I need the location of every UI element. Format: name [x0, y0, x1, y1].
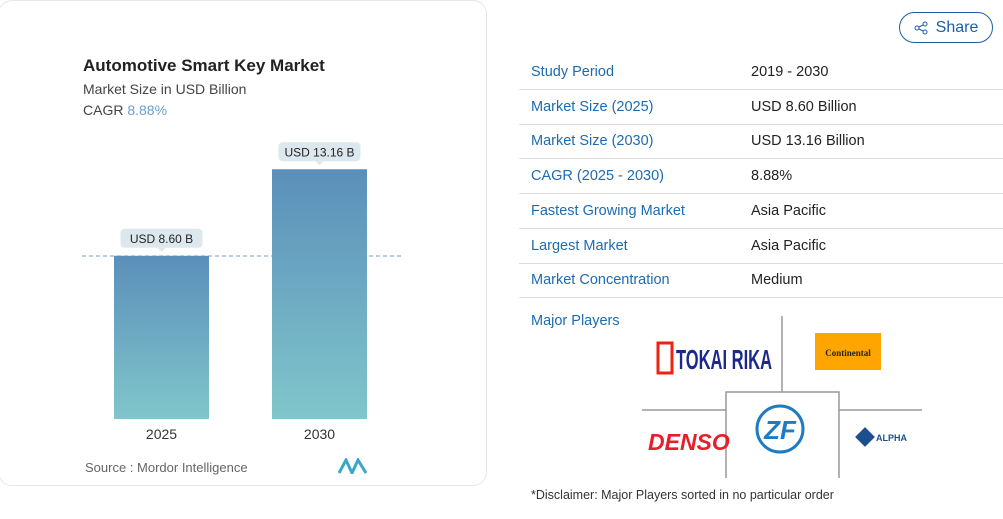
- bar-2030: [272, 169, 367, 419]
- table-row: Largest Market Asia Pacific: [519, 229, 1003, 264]
- cagr-value: 8.88%: [127, 102, 168, 118]
- alpha-logo: ALPHA: [855, 427, 907, 447]
- row-value: USD 8.60 Billion: [751, 98, 857, 115]
- svg-text:Continental: Continental: [825, 348, 871, 358]
- row-value: Asia Pacific: [751, 202, 826, 219]
- chart-cagr: CAGR 8.88%: [83, 102, 167, 118]
- row-value: 8.88%: [751, 168, 793, 185]
- share-label: Share: [935, 18, 979, 36]
- svg-text:ALPHA: ALPHA: [876, 433, 907, 443]
- row-key: Study Period: [531, 64, 615, 80]
- svg-text:TOKAI RIKA: TOKAI RIKA: [676, 344, 772, 375]
- bar-chart: USD 8.60 B 2025 USD 13.16 B 2030: [82, 142, 402, 442]
- chart-subtitle: Market Size in USD Billion: [83, 81, 247, 97]
- denso-logo: DENSO: [648, 429, 730, 455]
- table-row: Study Period 2019 - 2030: [519, 55, 1003, 90]
- data-label-pointer: [157, 247, 166, 252]
- tokai-rika-logo: TOKAI RIKA: [656, 341, 772, 375]
- row-key: Largest Market: [531, 237, 628, 254]
- major-players-label: Major Players: [531, 313, 620, 329]
- table-row: CAGR (2025 - 2030) 8.88%: [519, 159, 1003, 195]
- chart-card: [0, 0, 487, 486]
- data-label-bg: [120, 228, 203, 248]
- data-label: USD 8.60 B: [130, 232, 193, 246]
- table-row: Market Size (2030) USD 13.16 Billion: [519, 124, 1003, 160]
- source-text: Source : Mordor Intelligence: [85, 460, 248, 475]
- row-key: Market Concentration: [531, 272, 670, 289]
- chart-title: Automotive Smart Key Market: [83, 56, 325, 75]
- row-value: Asia Pacific: [751, 237, 826, 254]
- x-tick-label: 2030: [304, 426, 335, 442]
- row-key: Market Size (2025): [531, 98, 654, 115]
- bar-2025: [114, 255, 209, 419]
- share-button[interactable]: Share: [899, 12, 993, 43]
- row-key: Fastest Growing Market: [531, 202, 685, 219]
- data-label: USD 13.16 B: [284, 145, 354, 159]
- row-key: Market Size (2030): [531, 133, 654, 150]
- major-players-logos: TOKAI RIKA Continental DENSO ZF ALPHA: [642, 316, 922, 478]
- table-row: Market Size (2025) USD 8.60 Billion: [519, 90, 1003, 125]
- x-tick-label: 2025: [146, 426, 177, 442]
- row-value: 2019 - 2030: [751, 64, 829, 80]
- cagr-label: CAGR: [83, 102, 124, 118]
- data-label-bg: [278, 142, 361, 162]
- row-key: CAGR (2025 - 2030): [531, 168, 664, 185]
- mordor-logo-icon: [338, 458, 368, 474]
- table-row: Fastest Growing Market Asia Pacific: [519, 194, 1003, 229]
- row-value: Medium: [751, 272, 803, 289]
- continental-logo: Continental: [815, 333, 881, 370]
- table-row: Market Concentration Medium: [519, 263, 1003, 299]
- disclaimer: *Disclaimer: Major Players sorted in no …: [531, 488, 834, 502]
- svg-text:ZF: ZF: [763, 415, 797, 445]
- share-icon: [914, 21, 928, 34]
- data-label-pointer: [315, 161, 324, 166]
- zf-logo: ZF: [755, 404, 805, 454]
- row-value: USD 13.16 Billion: [751, 133, 865, 150]
